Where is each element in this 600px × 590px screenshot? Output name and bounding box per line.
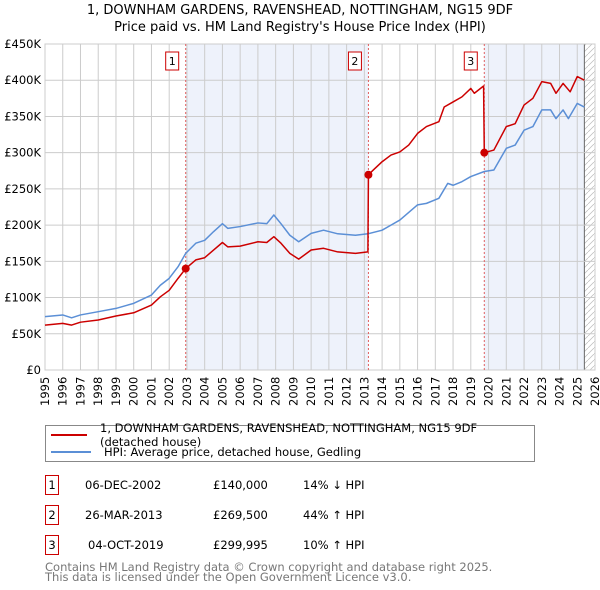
plot-border [44,43,596,371]
sale-label-box [463,51,478,71]
y-tick-label: £400K [4,73,41,87]
legend: 1, DOWNHAM GARDENS, RAVENSHEAD, NOTTINGH… [45,421,535,462]
y-tick-label: £0 [26,363,41,377]
legend-label: HPI: Average price, detached house, Gedl… [104,445,362,459]
y-tick-label: £200K [4,218,41,232]
x-tick-label: 2001 [144,377,158,406]
x-tick-label: 2015 [393,377,407,406]
x-tick-label: 1997 [73,377,87,406]
x-tick-label: 1995 [38,377,52,406]
sale-hpi-diff: 10% ↑ HPI [303,538,365,552]
x-tick-label: 2019 [464,377,478,406]
x-tick-label: 2014 [375,377,389,406]
legend-label: 1, DOWNHAM GARDENS, RAVENSHEAD, NOTTINGH… [100,421,478,449]
sale-label: 3 [467,55,474,68]
sale-point [181,264,190,273]
x-tick-label: 2002 [162,377,176,406]
chart-title: 1, DOWNHAM GARDENS, RAVENSHEAD, NOTTINGH… [86,3,514,18]
chart-plot: 1995 1996 1997 1998 1999 2000 2001 2002 2003 2004… [4,37,600,406]
sale-number-badge: 3 [45,535,59,555]
x-tick-label: 2020 [482,377,496,406]
shaded-region [484,44,585,370]
sale-label: 2 [351,55,358,68]
x-tick-label: 2009 [286,377,300,406]
x-tick-label: 1996 [56,377,70,406]
x-tick-label: 2003 [180,377,194,406]
y-tick-label: £100K [4,291,41,305]
sale-date: 26-MAR-2013 [85,508,163,522]
sale-hpi-diff: 14% ↓ HPI [303,478,365,492]
footer-line-2: This data is licensed under the Open Gov… [45,570,412,584]
sale-number-badge: 2 [45,505,59,525]
y-tick-label: £350K [4,109,41,123]
sale-date: 06-DEC-2002 [85,478,162,492]
sale-label: 1 [169,55,176,68]
x-tick-label: 2022 [517,377,531,406]
x-tick-label: 2021 [499,377,513,406]
x-tick-label: 2017 [428,377,442,406]
y-tick-label: £50K [12,327,42,341]
y-tick-label: £150K [4,254,41,268]
x-tick-label: 1999 [109,377,123,406]
x-tick-label: 2010 [304,377,318,406]
sale-point [364,170,373,179]
x-tick-label: 1998 [91,377,105,406]
legend-item-hpi: HPI: Average price, detached house, Gedl… [46,444,361,460]
y-tick-label: £450K [4,37,41,51]
sale-hpi-diff: 44% ↑ HPI [303,508,365,522]
x-tick-label: 2000 [127,377,141,406]
property-price-line [44,75,585,326]
sale-label-box [165,51,180,71]
footer-line-1: Contains HM Land Registry data © Crown c… [45,560,493,574]
x-tick-label: 2024 [553,377,567,406]
x-tick-label: 2016 [411,377,425,406]
x-tick-label: 2008 [269,377,283,406]
x-tick-label: 2023 [535,377,549,406]
x-tick-label: 2007 [251,377,265,406]
y-tick-label: £300K [4,146,41,160]
sale-number-badge: 1 [45,475,59,495]
legend-swatch-blue [51,451,91,453]
x-tick-label: 2012 [340,377,354,406]
shaded-region [185,44,369,370]
y-tick-label: £250K [4,182,41,196]
sale-date: 04-OCT-2019 [88,538,164,552]
x-tick-label: 2025 [570,377,584,406]
x-tick-label: 2006 [233,377,247,406]
x-tick-label: 2011 [322,377,336,406]
hpi-line [44,102,585,319]
sale-point [480,148,489,157]
x-tick-label: 2013 [357,377,371,406]
x-tick-label: 2004 [198,377,212,406]
sale-price: £269,500 [213,508,268,522]
sale-price: £140,000 [213,478,268,492]
legend-item-property: 1, DOWNHAM GARDENS, RAVENSHEAD, NOTTINGH… [46,421,534,449]
chart-subtitle: Price paid vs. HM Land Registry's House … [114,20,486,35]
sale-label-box [347,51,362,71]
x-tick-label: 2026 [588,377,600,406]
x-tick-label: 2018 [446,377,460,406]
sale-price: £299,995 [213,538,268,552]
x-tick-label: 2005 [215,377,229,406]
forecast-hatch [584,44,595,370]
legend-swatch-red [51,434,88,436]
